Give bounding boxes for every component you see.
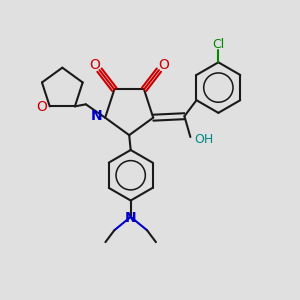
Text: N: N	[91, 109, 103, 123]
Text: Cl: Cl	[212, 38, 224, 51]
Text: N: N	[125, 212, 136, 225]
Text: OH: OH	[194, 133, 213, 146]
Text: O: O	[158, 58, 169, 72]
Text: O: O	[36, 100, 47, 114]
Text: O: O	[90, 58, 101, 72]
